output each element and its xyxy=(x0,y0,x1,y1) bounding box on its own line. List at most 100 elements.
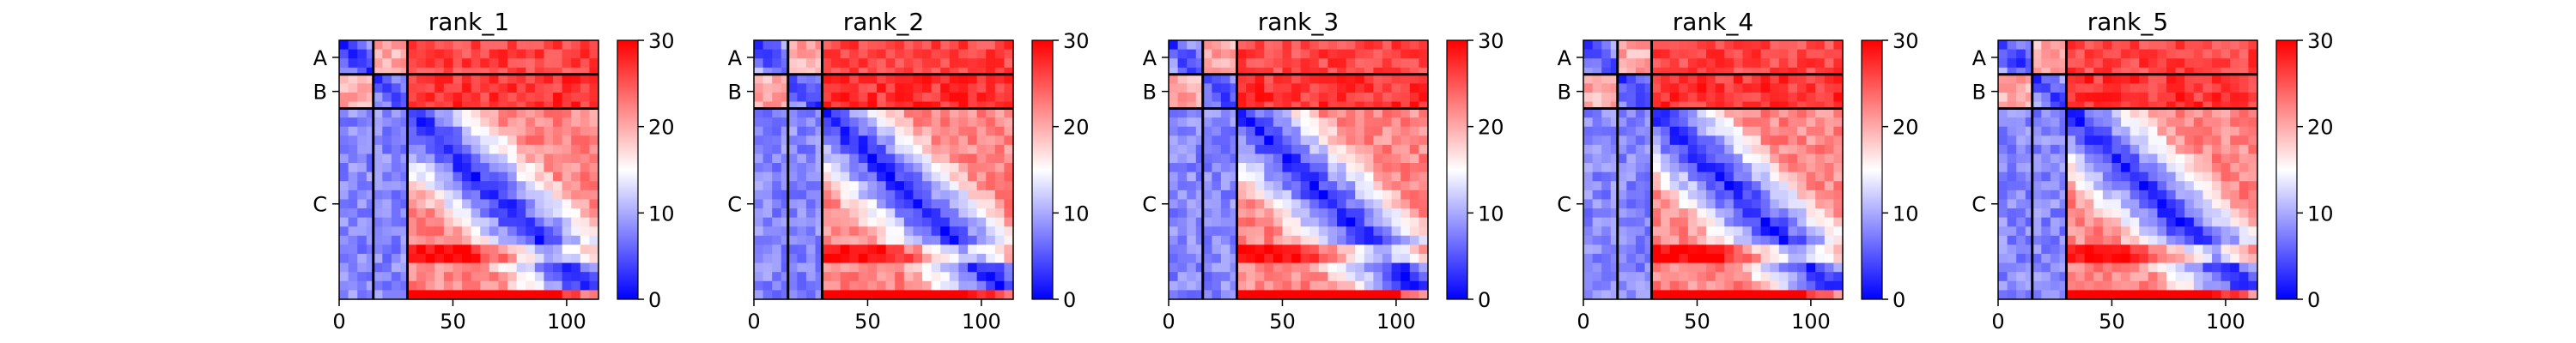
chain-label-b: B xyxy=(313,81,327,105)
pae-cell xyxy=(1327,244,1338,255)
pae-cell xyxy=(562,74,572,84)
pae-cell xyxy=(949,280,960,292)
pae-cell xyxy=(1291,244,1302,255)
pae-cell xyxy=(968,49,978,59)
pae-cell xyxy=(1601,83,1612,93)
pae-cell xyxy=(762,172,773,182)
pae-cell xyxy=(407,190,417,201)
pae-cell xyxy=(1617,290,1627,300)
pae-cell xyxy=(1697,67,1707,75)
pae-cell xyxy=(2007,108,2017,118)
pae-cell xyxy=(580,217,591,227)
pae-cell xyxy=(805,217,817,227)
pae-cell xyxy=(1391,92,1401,103)
pae-cell xyxy=(2111,40,2122,51)
pae-cell xyxy=(2084,49,2094,59)
pae-cell xyxy=(425,262,435,273)
pae-cell xyxy=(2166,40,2177,51)
pae-cell xyxy=(1706,83,1716,93)
pae-cell xyxy=(2084,235,2094,246)
pae-cell xyxy=(1004,83,1014,93)
pae-cell xyxy=(1355,272,1365,282)
pae-cell xyxy=(1733,172,1744,182)
pae-cell xyxy=(1806,254,1816,264)
pae-cell xyxy=(849,181,860,191)
pae-cell xyxy=(2157,117,2167,128)
pae-cell xyxy=(958,108,969,118)
pae-cell xyxy=(2148,172,2159,182)
pae-cell xyxy=(471,58,481,69)
pae-cell xyxy=(580,244,591,255)
pae-cell xyxy=(1282,208,1292,219)
pae-cell xyxy=(877,163,887,173)
pae-cell xyxy=(571,153,581,164)
pae-cell xyxy=(1651,208,1662,219)
pae-cell xyxy=(407,67,417,75)
pae-cell xyxy=(534,83,545,93)
pae-cell xyxy=(2050,117,2061,128)
pae-cell xyxy=(931,190,941,201)
pae-cell xyxy=(885,108,896,118)
pae-cell xyxy=(787,108,798,118)
pae-cell xyxy=(2025,74,2033,84)
pae-cell xyxy=(781,153,789,164)
pae-cell xyxy=(1669,290,1680,300)
pae-cell xyxy=(2202,40,2213,51)
pae-cell xyxy=(1236,244,1247,255)
pae-cell xyxy=(1592,272,1602,282)
pae-cell xyxy=(407,83,417,93)
pae-cell xyxy=(1592,254,1602,264)
pae-cell xyxy=(544,58,554,69)
pae-cell xyxy=(958,83,969,93)
pae-cell xyxy=(2157,92,2167,103)
panel-title: rank_5 xyxy=(2087,8,2168,36)
pae-cell xyxy=(2050,92,2061,103)
pae-cell xyxy=(867,135,878,146)
pae-cell xyxy=(976,58,987,69)
pae-cell xyxy=(1679,226,1689,237)
pae-cell xyxy=(1752,235,1762,246)
pae-cell xyxy=(1679,108,1689,118)
pae-cell xyxy=(1733,262,1744,273)
pae-cell xyxy=(1715,135,1725,146)
pae-cell xyxy=(1724,199,1735,209)
pae-cell xyxy=(849,280,860,292)
pae-cell xyxy=(1760,199,1771,209)
pae-cell xyxy=(1300,208,1310,219)
pae-cell xyxy=(357,290,368,300)
pae-cell xyxy=(986,181,996,191)
pae-cell xyxy=(1346,117,1356,128)
pae-cell xyxy=(571,290,581,300)
pae-cell xyxy=(1409,153,1420,164)
pae-cell xyxy=(580,272,591,282)
pae-cell xyxy=(2175,181,2185,191)
pae-cell xyxy=(489,74,500,84)
pae-cell xyxy=(373,58,383,69)
pae-cell xyxy=(781,40,789,51)
pae-cell xyxy=(1264,40,1274,51)
pae-cell xyxy=(2221,199,2231,209)
pae-cell xyxy=(382,254,392,264)
pae-cell xyxy=(1592,190,1602,201)
pae-cell xyxy=(1601,290,1612,300)
pae-cell xyxy=(1706,290,1716,300)
pae-cell xyxy=(1715,74,1725,84)
pae-cell xyxy=(940,208,951,219)
pae-cell xyxy=(1617,135,1627,146)
pae-cell xyxy=(895,208,905,219)
pae-block-c-b xyxy=(787,108,823,300)
pae-cell xyxy=(931,74,941,84)
pae-cell xyxy=(2093,153,2104,164)
pae-cell xyxy=(1187,172,1197,182)
pae-cell xyxy=(1202,126,1212,136)
pae-cell xyxy=(1998,217,2008,227)
pae-cell xyxy=(797,254,807,264)
pae-cell xyxy=(1202,117,1212,128)
pae-cell xyxy=(1419,181,1429,191)
pae-cell xyxy=(1318,172,1329,182)
pae-cell xyxy=(1236,135,1247,146)
pae-cell xyxy=(544,190,554,201)
pae-block-a-c xyxy=(1236,40,1429,75)
pae-cell xyxy=(1592,83,1602,93)
heatmap-frame xyxy=(1168,39,1429,300)
